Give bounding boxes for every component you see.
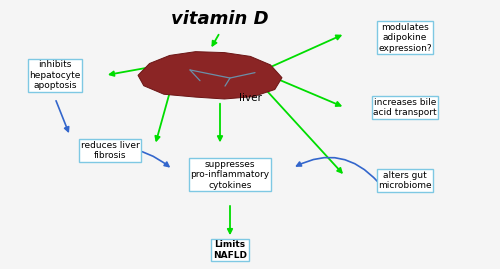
Text: liver: liver xyxy=(238,93,262,103)
Text: modulates
adipokine
expression?: modulates adipokine expression? xyxy=(378,23,432,52)
Text: Limits
NAFLD: Limits NAFLD xyxy=(213,240,247,260)
Text: reduces liver
fibrosis: reduces liver fibrosis xyxy=(80,141,140,160)
Polygon shape xyxy=(138,52,282,99)
Text: inhibits
hepatocyte
apoptosis: inhibits hepatocyte apoptosis xyxy=(30,61,80,90)
Text: alters gut
microbiome: alters gut microbiome xyxy=(378,171,432,190)
Text: suppresses
pro-inflammatory
cytokines: suppresses pro-inflammatory cytokines xyxy=(190,160,270,190)
Text: vitamin D: vitamin D xyxy=(171,10,269,28)
Text: increases bile
acid transport: increases bile acid transport xyxy=(373,98,437,117)
